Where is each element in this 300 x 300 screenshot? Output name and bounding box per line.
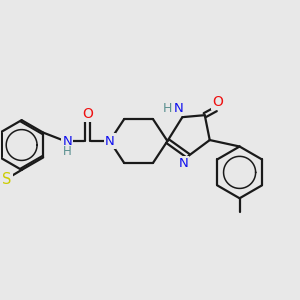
Text: N: N	[105, 134, 115, 148]
Text: S: S	[2, 172, 11, 188]
Text: O: O	[82, 107, 93, 121]
Text: O: O	[212, 95, 223, 109]
Text: N: N	[178, 158, 188, 170]
Text: H: H	[163, 102, 172, 115]
Text: N: N	[62, 134, 72, 148]
Text: N: N	[173, 102, 183, 115]
Text: H: H	[63, 146, 72, 158]
